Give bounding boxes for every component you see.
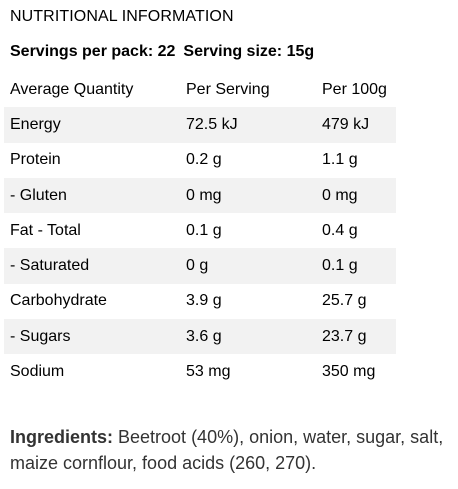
- table-header-row: Average Quantity Per Serving Per 100g: [4, 72, 396, 107]
- per-serving-value: 0 g: [186, 257, 209, 275]
- servings-line: Servings per pack: 22 Serving size: 15g: [10, 43, 314, 61]
- per-serving-value: 0 mg: [186, 186, 222, 204]
- panel-title: NUTRITIONAL INFORMATION: [10, 8, 234, 25]
- header-per-serving: Per Serving: [186, 80, 270, 98]
- serving-size: Serving size: 15g: [183, 43, 315, 60]
- per-100g-value: 350 mg: [322, 363, 376, 381]
- table-row-fat-total: Fat - Total 0.1 g 0.4 g: [4, 213, 396, 248]
- ingredients-label: Ingredients:: [10, 427, 114, 447]
- nutrient-name: Carbohydrate: [10, 292, 107, 310]
- table-row-sugars: - Sugars 3.6 g 23.7 g: [4, 319, 396, 355]
- nutrient-name: - Gluten: [10, 186, 67, 204]
- per-100g-value: 25.7 g: [322, 292, 367, 310]
- per-serving-value: 0.2 g: [186, 151, 222, 169]
- per-100g-value: 0.1 g: [322, 257, 358, 275]
- nutrient-name: - Sugars: [10, 327, 71, 345]
- nutrient-name: Protein: [10, 151, 61, 169]
- nutrient-name: - Saturated: [10, 257, 90, 275]
- per-100g-value: 0 mg: [322, 186, 358, 204]
- ingredients-paragraph: Ingredients: Beetroot (40%), onion, wate…: [10, 424, 450, 476]
- table-row-gluten: - Gluten 0 mg 0 mg: [4, 177, 396, 214]
- header-per-100g: Per 100g: [322, 80, 387, 98]
- per-serving-value: 0.1 g: [186, 221, 222, 239]
- per-serving-value: 3.6 g: [186, 327, 222, 345]
- per-serving-value: 53 mg: [186, 363, 231, 381]
- servings-per-pack: Servings per pack: 22: [10, 43, 176, 60]
- per-serving-value: 3.9 g: [186, 292, 222, 310]
- table-row-protein: Protein 0.2 g 1.1 g: [4, 143, 396, 178]
- table-row-energy: Energy 72.5 kJ 479 kJ: [4, 107, 396, 143]
- table-row-carbohydrate: Carbohydrate 3.9 g 25.7 g: [4, 284, 396, 319]
- per-100g-value: 1.1 g: [322, 151, 358, 169]
- per-serving-value: 72.5 kJ: [186, 115, 238, 133]
- per-100g-value: 479 kJ: [322, 115, 370, 133]
- table-row-sodium: Sodium 53 mg 350 mg: [4, 354, 396, 389]
- header-average-quantity: Average Quantity: [10, 80, 134, 98]
- nutrition-table: Average Quantity Per Serving Per 100g En…: [4, 72, 396, 390]
- nutrient-name: Sodium: [10, 363, 65, 381]
- nutrient-name: Energy: [10, 115, 61, 133]
- per-100g-value: 0.4 g: [322, 221, 358, 239]
- ingredients-text: Beetroot (40%), onion, water, sugar, sal…: [10, 427, 444, 473]
- table-row-saturated: - Saturated 0 g 0.1 g: [4, 248, 396, 284]
- nutrient-name: Fat - Total: [10, 221, 81, 239]
- per-100g-value: 23.7 g: [322, 327, 367, 345]
